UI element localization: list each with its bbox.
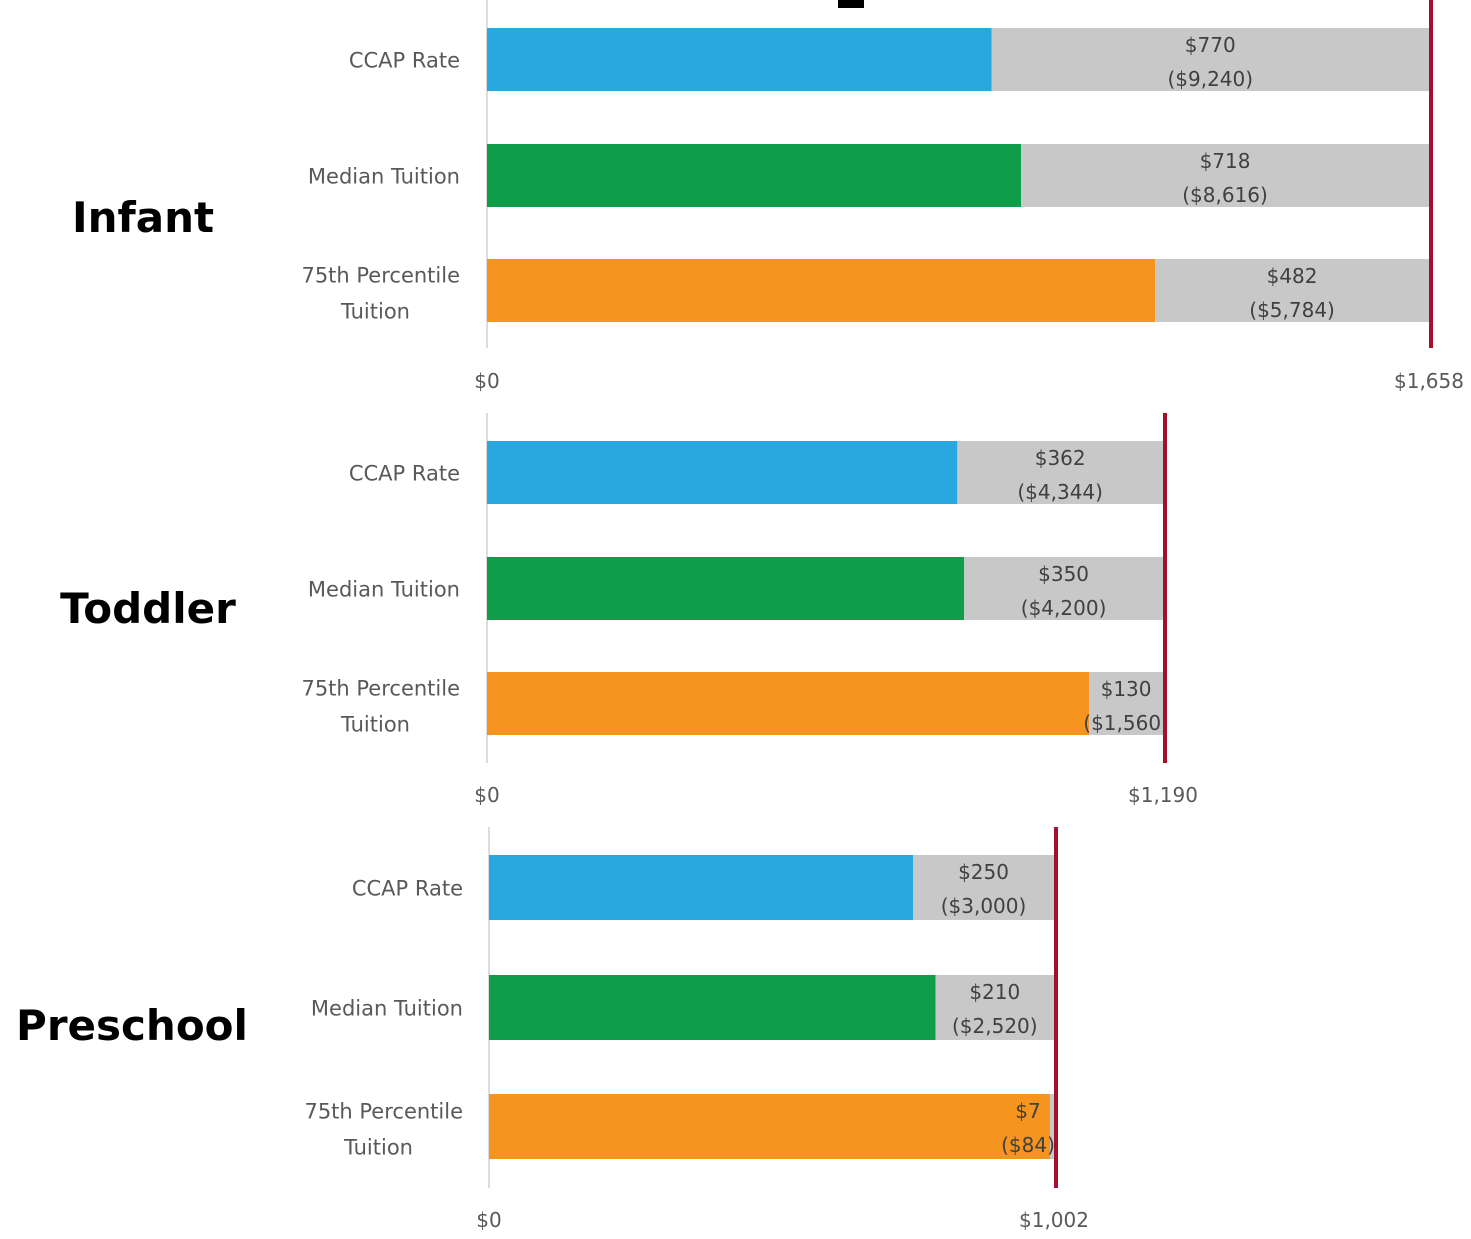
bar-segment-gap (1050, 1094, 1054, 1159)
data-label-monthly: $482 (1267, 264, 1318, 288)
category-label: Median Tuition (308, 578, 460, 602)
data-label-monthly: $7 (1015, 1099, 1040, 1123)
x-tick-label: $0 (476, 1208, 501, 1232)
bar-segment-base (489, 1094, 1051, 1159)
category-label: CCAP Rate (349, 49, 460, 73)
data-label-monthly: $362 (1035, 446, 1086, 470)
data-label-monthly: $130 (1101, 677, 1152, 701)
bar-segment-gap (957, 441, 1163, 504)
data-label-annual: ($4,200) (1021, 596, 1107, 620)
data-label-monthly: $250 (958, 860, 1009, 884)
x-tick-label: $0 (474, 783, 499, 807)
data-label-annual: ($9,240) (1167, 67, 1253, 91)
data-label-annual: ($4,344) (1017, 480, 1103, 504)
bar-segment-gap (1155, 259, 1429, 322)
data-label-annual: ($2,520) (952, 1014, 1038, 1038)
bar-segment-base (487, 259, 1156, 322)
data-label-annual: ($1,560) (1083, 711, 1169, 735)
data-label-monthly: $718 (1200, 149, 1251, 173)
bar-segment-gap (964, 557, 1163, 620)
category-label: 75th Percentile Tuition (301, 677, 460, 737)
data-label-monthly: $770 (1185, 33, 1236, 57)
bar-segment-base (487, 672, 1090, 735)
x-tick-label: $1,658 (1394, 369, 1464, 393)
data-label-monthly: $210 (969, 980, 1020, 1004)
panel-infant: Infant CCAP Rate $770 ($9,240) Median Tuitio… (72, 0, 1464, 393)
category-label: 75th Percentile Tuition (304, 1100, 463, 1160)
bar-segment-gap (913, 855, 1054, 920)
bar-segment-base (489, 855, 914, 920)
bar-segment-gap (991, 28, 1429, 91)
group-title: Preschool (16, 1001, 248, 1050)
category-label: CCAP Rate (349, 462, 460, 486)
bar-segment-base (487, 557, 965, 620)
bar-segment-gap (935, 975, 1054, 1040)
x-tick-label: $1,190 (1128, 783, 1198, 807)
group-title: Toddler (60, 584, 236, 633)
category-label: Median Tuition (311, 997, 463, 1021)
panel-preschool: Preschool CCAP Rate $250 ($3,000) Median Tui… (16, 827, 1089, 1232)
data-label-monthly: $350 (1038, 562, 1089, 586)
bar-segment-gap (1021, 144, 1429, 207)
bar-segment-base (487, 441, 958, 504)
panel-toddler: Toddler CCAP Rate $362 ($4,344) Median Tuiti… (60, 413, 1198, 807)
data-label-annual: ($8,616) (1182, 183, 1268, 207)
data-label-annual: ($5,784) (1249, 298, 1335, 322)
category-label: 75th Percentile Tuition (301, 264, 460, 324)
category-label: CCAP Rate (352, 877, 463, 901)
x-tick-label: $0 (474, 369, 499, 393)
bar-segment-base (489, 975, 936, 1040)
bar-segment-base (487, 28, 992, 91)
data-label-annual: ($3,000) (941, 894, 1027, 918)
x-tick-label: $1,002 (1019, 1208, 1089, 1232)
bar-segment-gap (1089, 672, 1163, 735)
clipped-title-fragment (838, 0, 864, 8)
bar-segment-base (487, 144, 1022, 207)
group-title: Infant (72, 193, 214, 242)
data-label-annual: ($84) (1001, 1133, 1055, 1157)
category-label: Median Tuition (308, 165, 460, 189)
